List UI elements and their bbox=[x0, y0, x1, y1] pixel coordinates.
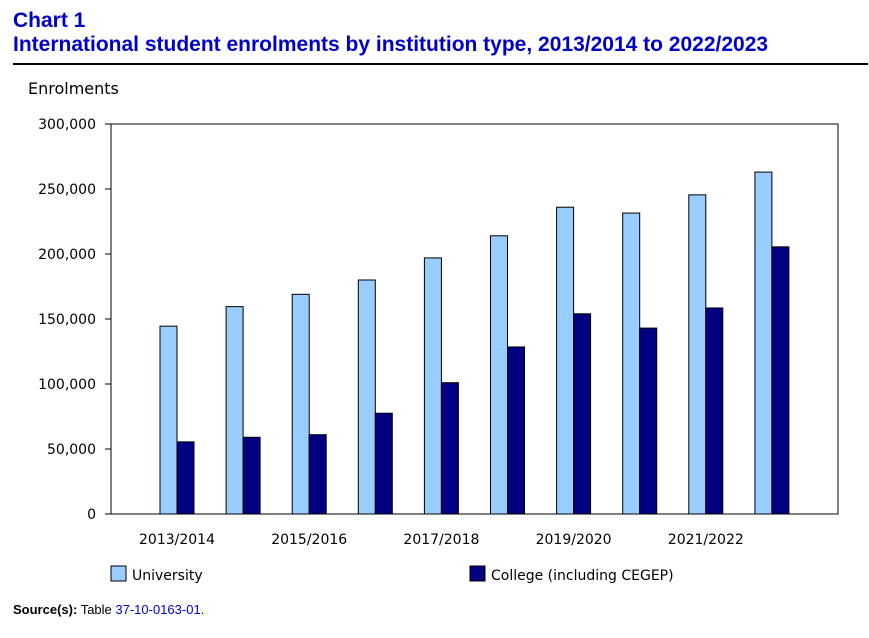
source-text: Table bbox=[80, 602, 112, 617]
y-tick-label: 100,000 bbox=[38, 377, 96, 393]
university-bar bbox=[291, 293, 310, 515]
legend-swatch-college bbox=[469, 565, 486, 582]
college-bar bbox=[176, 441, 195, 515]
source-note: Source(s): Table 37-10-0163-01. bbox=[13, 602, 204, 617]
y-axis-title: Enrolments bbox=[28, 79, 119, 98]
university-bar bbox=[225, 306, 244, 515]
university-bar bbox=[423, 257, 442, 515]
x-tick-label: 2021/2022 bbox=[668, 532, 744, 548]
college-bar bbox=[374, 412, 393, 515]
legend-label-college: College (including CEGEP) bbox=[491, 568, 674, 584]
y-tick-label: 250,000 bbox=[38, 182, 96, 198]
chart-header: Chart 1 International student enrolments… bbox=[13, 9, 868, 57]
chart-title: International student enrolments by inst… bbox=[13, 33, 769, 56]
college-bar bbox=[639, 327, 658, 515]
university-bar bbox=[622, 212, 641, 515]
title-divider bbox=[13, 63, 868, 65]
source-suffix: . bbox=[200, 602, 205, 617]
college-bar bbox=[705, 307, 724, 515]
x-tick-label: 2019/2020 bbox=[536, 532, 612, 548]
y-tick-label: 150,000 bbox=[38, 312, 96, 328]
y-tick-label: 200,000 bbox=[38, 247, 96, 263]
college-bar bbox=[308, 434, 327, 515]
college-bar bbox=[771, 246, 790, 515]
x-tick-label: 2017/2018 bbox=[403, 532, 479, 548]
y-tick-label: 50,000 bbox=[47, 442, 96, 458]
college-bar bbox=[507, 346, 525, 515]
university-bar bbox=[357, 279, 376, 515]
legend-label-university: University bbox=[132, 568, 203, 584]
college-bar bbox=[440, 382, 459, 515]
university-bar bbox=[688, 194, 707, 515]
chart-number: Chart 1 bbox=[13, 9, 86, 32]
university-bar bbox=[159, 325, 178, 515]
y-tick-label: 300,000 bbox=[38, 117, 96, 133]
university-bar bbox=[490, 235, 508, 515]
university-bar bbox=[754, 171, 773, 515]
y-tick-label: 0 bbox=[87, 507, 96, 523]
source-table-link[interactable]: 37-10-0163-01 bbox=[115, 602, 201, 617]
university-bar bbox=[556, 206, 575, 515]
bar-chart: Enrolments 0 50,000 100,000 150,000 200,000 25… bbox=[28, 79, 839, 584]
x-tick-label: 2015/2016 bbox=[271, 532, 347, 548]
college-bar bbox=[573, 313, 592, 515]
x-tick-label: 2013/2014 bbox=[139, 532, 215, 548]
source-label: Source(s): bbox=[13, 602, 78, 617]
plot-frame bbox=[110, 123, 839, 515]
legend-swatch-university bbox=[110, 565, 127, 582]
college-bar bbox=[242, 436, 261, 515]
